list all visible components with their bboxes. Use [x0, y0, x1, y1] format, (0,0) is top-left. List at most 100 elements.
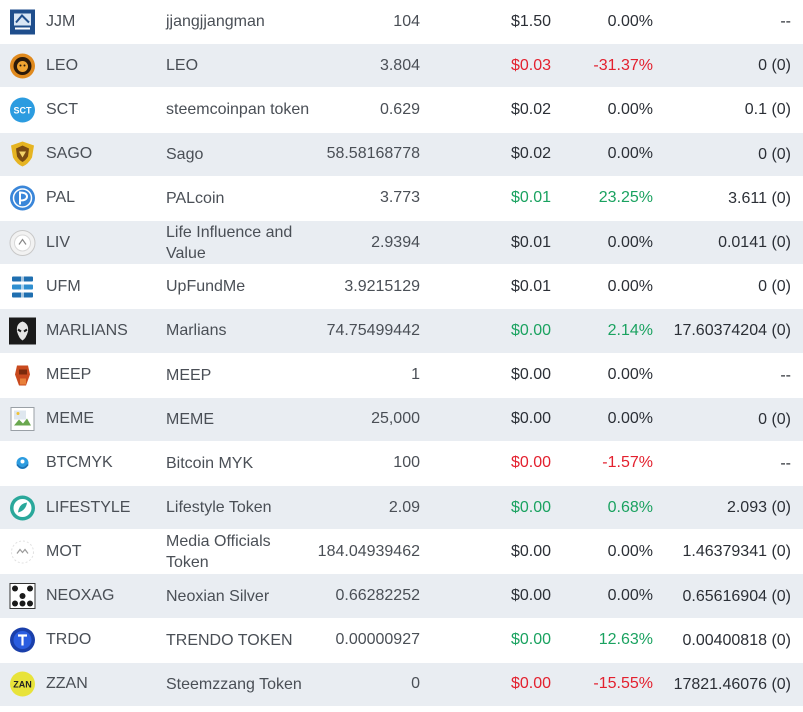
token-row[interactable]: BTCMYK Bitcoin MYK 100 $0.00 -1.57% --	[0, 441, 803, 487]
token-change: 0.00%	[607, 145, 653, 163]
token-symbol[interactable]: LEO	[46, 56, 79, 74]
token-balance: 0.00000927	[335, 631, 420, 649]
token-balance: 2.09	[388, 498, 420, 516]
token-name: TRENDO TOKEN	[166, 631, 293, 649]
btcmyk-logo-icon	[9, 450, 36, 477]
token-volume: 0.00400818 (0)	[682, 631, 791, 649]
token-change: -1.57%	[602, 454, 653, 472]
token-row[interactable]: LEO LEO 3.804 $0.03 -31.37% 0 (0)	[0, 44, 803, 89]
token-price: $0.00	[510, 321, 551, 339]
token-volume: --	[780, 13, 791, 31]
token-symbol[interactable]: BTCMYK	[46, 454, 113, 472]
token-price: $0.00	[510, 410, 551, 428]
sct-icon-label: SCT	[14, 105, 33, 115]
zzan-icon-label: ZAN	[13, 680, 32, 690]
token-symbol[interactable]: PAL	[46, 189, 76, 207]
leo-lion-icon	[9, 52, 36, 79]
token-name: jjangjjangman	[166, 13, 265, 31]
token-change: -31.37%	[593, 56, 653, 74]
token-name: Neoxian Silver	[166, 587, 270, 605]
token-symbol[interactable]: MOT	[46, 542, 82, 560]
token-row[interactable]: SCT SCT steemcoinpan token 0.629 $0.02 0…	[0, 88, 803, 133]
token-balance: 104	[393, 12, 420, 30]
token-row[interactable]: LIV Life Influence and Value 2.9394 $0.0…	[0, 220, 803, 266]
token-row[interactable]: JJM jjangjjangman 104 $1.50 0.00% --	[0, 0, 803, 45]
token-symbol[interactable]: MEEP	[46, 366, 92, 384]
ufm-stack-icon	[9, 273, 36, 300]
token-symbol[interactable]: ZZAN	[46, 675, 88, 693]
token-symbol[interactable]: SAGO	[46, 145, 93, 163]
token-row[interactable]: SAGO Sago 58.58168778 $0.02 0.00% 0 (0)	[0, 132, 803, 177]
sago-shield-icon	[9, 141, 36, 168]
token-name: MEME	[166, 410, 214, 428]
token-balance: 1	[411, 366, 420, 384]
token-volume: 17.60374204 (0)	[673, 322, 791, 340]
token-volume: 0 (0)	[758, 278, 791, 296]
token-price: $0.00	[510, 454, 551, 472]
token-name: PALcoin	[166, 189, 225, 207]
mot-logo-icon	[9, 538, 36, 565]
token-name: steemcoinpan token	[166, 101, 310, 119]
token-change: 0.00%	[607, 12, 653, 30]
token-symbol[interactable]: UFM	[46, 277, 81, 295]
token-price: $0.00	[510, 498, 551, 516]
token-name: Media Officials Token	[166, 532, 271, 571]
trdo-coin-icon	[9, 627, 36, 654]
token-row[interactable]: MEME MEME 25,000 $0.00 0.00% 0 (0)	[0, 397, 803, 442]
token-price: $0.00	[510, 366, 551, 384]
token-symbol[interactable]: SCT	[46, 100, 78, 118]
token-volume: 0.65616904 (0)	[682, 587, 791, 605]
token-volume: --	[780, 366, 791, 384]
token-balance: 58.58168778	[326, 145, 420, 163]
token-row[interactable]: ZAN ZZAN Steemzzang Token 0 $0.00 -15.55…	[0, 662, 803, 707]
token-price: $0.01	[510, 277, 551, 295]
lifestyle-leaf-icon	[9, 494, 36, 521]
token-balance: 74.75499442	[326, 321, 420, 339]
token-volume: 0.1 (0)	[744, 101, 791, 119]
token-volume: 1.46379341 (0)	[682, 543, 791, 561]
token-volume: 0 (0)	[758, 410, 791, 428]
token-row[interactable]: PAL PALcoin 3.773 $0.01 23.25% 3.611 (0)	[0, 176, 803, 221]
token-name: Steemzzang Token	[166, 675, 302, 693]
token-symbol[interactable]: NEOXAG	[46, 587, 115, 605]
token-price: $1.50	[510, 12, 551, 30]
token-symbol[interactable]: JJM	[46, 12, 76, 30]
token-symbol[interactable]: LIFESTYLE	[46, 498, 131, 516]
token-change: 0.00%	[607, 587, 653, 605]
token-price: $0.02	[510, 100, 551, 118]
token-change: 0.00%	[607, 410, 653, 428]
token-balance: 2.9394	[371, 233, 420, 251]
token-change: 0.68%	[607, 498, 653, 516]
token-row[interactable]: MOT Media Officials Token 184.04939462 $…	[0, 530, 803, 575]
token-row[interactable]: UFM UpFundMe 3.9215129 $0.01 0.00% 0 (0)	[0, 265, 803, 310]
token-price: $0.00	[510, 631, 551, 649]
token-change: 2.14%	[607, 321, 653, 339]
token-change: 12.63%	[598, 631, 653, 649]
token-balance: 0	[411, 675, 420, 693]
token-row[interactable]: MEEP MEEP 1 $0.00 0.00% --	[0, 353, 803, 398]
token-symbol[interactable]: MEME	[46, 410, 94, 428]
token-symbol[interactable]: MARLIANS	[46, 321, 128, 339]
token-name: Marlians	[166, 322, 227, 340]
token-volume: 0 (0)	[758, 145, 791, 163]
token-name: Bitcoin MYK	[166, 454, 254, 472]
jjm-logo-icon	[9, 8, 36, 35]
token-price: $0.00	[510, 587, 551, 605]
token-row[interactable]: LIFESTYLE Lifestyle Token 2.09 $0.00 0.6…	[0, 486, 803, 531]
token-name: UpFundMe	[166, 278, 246, 296]
token-name: Lifestyle Token	[166, 499, 272, 517]
neoxag-grid-icon	[9, 583, 36, 610]
token-row[interactable]: MARLIANS Marlians 74.75499442 $0.00 2.14…	[0, 309, 803, 354]
token-symbol[interactable]: LIV	[46, 233, 71, 251]
token-row[interactable]: NEOXAG Neoxian Silver 0.66282252 $0.00 0…	[0, 574, 803, 619]
token-change: 0.00%	[607, 277, 653, 295]
token-balance: 3.804	[379, 56, 420, 74]
token-row[interactable]: TRDO TRENDO TOKEN 0.00000927 $0.00 12.63…	[0, 618, 803, 663]
sct-badge-icon: SCT	[9, 96, 36, 123]
marlians-alien-icon	[9, 317, 36, 345]
token-balance: 184.04939462	[317, 542, 420, 560]
token-symbol[interactable]: TRDO	[46, 631, 92, 649]
token-balance: 0.66282252	[335, 587, 420, 605]
token-price: $0.01	[510, 233, 551, 251]
